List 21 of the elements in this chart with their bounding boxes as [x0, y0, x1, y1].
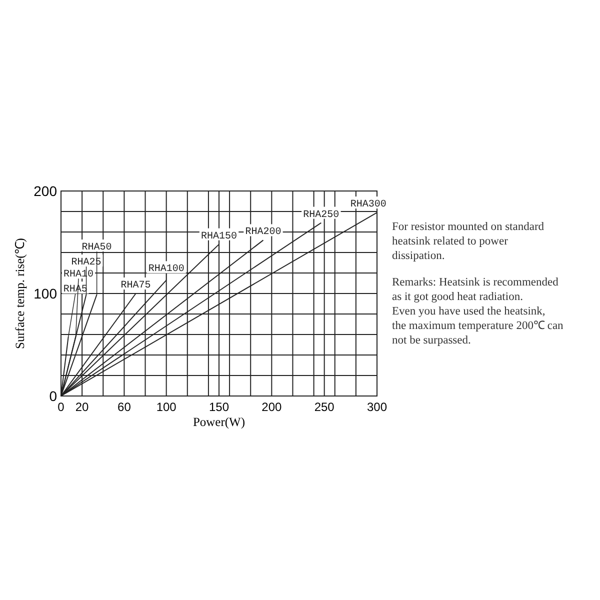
x-tick-label: 20	[75, 400, 90, 414]
series-label: RHA150	[200, 231, 238, 242]
x-tick-label: 200	[262, 400, 282, 414]
x-axis-title: Power(W)	[192, 415, 246, 429]
x-tick-label: 250	[314, 400, 335, 414]
x-tick-label: 100	[156, 400, 177, 414]
text: For resistor mounted on standard heatsink related to power dissipation.	[392, 221, 544, 262]
series-label: RHA300	[350, 200, 386, 211]
y-tick-label: 200	[34, 183, 58, 199]
series-label: RHA100	[148, 264, 184, 276]
series-label: RHA200	[245, 227, 282, 238]
text: Remarks: Heatsink is recommended as it got good heat radiation. Even you have used the heatsink, the maximum temperature 200℃ can not be surpassed.	[392, 276, 564, 346]
x-tick-label: 150	[208, 400, 230, 414]
series-label: RHA250	[303, 210, 340, 221]
x-tick-label: 60	[118, 400, 132, 414]
text: RHA50	[82, 242, 112, 254]
y-axis-title: Surface temp. rise(℃)	[13, 238, 27, 349]
series-label: RHA75	[120, 280, 151, 292]
y-tick-label: 100	[34, 286, 58, 302]
x-tick-label: 300	[366, 400, 388, 414]
y-tick-label: 0	[49, 388, 58, 404]
